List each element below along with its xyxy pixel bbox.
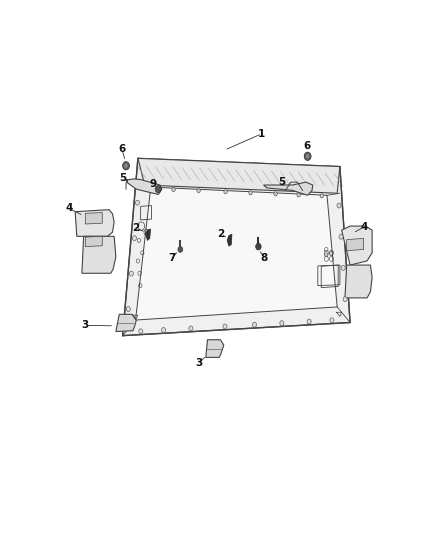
Polygon shape xyxy=(126,179,162,195)
Text: 9: 9 xyxy=(150,179,157,189)
Text: 7: 7 xyxy=(168,253,176,263)
Circle shape xyxy=(224,190,227,194)
Circle shape xyxy=(129,271,134,276)
Polygon shape xyxy=(346,238,364,251)
Circle shape xyxy=(280,321,284,326)
Text: 3: 3 xyxy=(81,320,88,330)
Circle shape xyxy=(135,200,140,205)
Text: 3: 3 xyxy=(195,358,203,368)
Circle shape xyxy=(337,203,341,208)
Circle shape xyxy=(343,297,347,302)
Circle shape xyxy=(172,188,175,191)
Polygon shape xyxy=(342,226,372,265)
Polygon shape xyxy=(345,265,372,298)
Text: 5: 5 xyxy=(279,177,286,187)
Polygon shape xyxy=(116,314,136,332)
Circle shape xyxy=(155,185,161,193)
Circle shape xyxy=(256,243,261,250)
Text: 6: 6 xyxy=(118,144,126,155)
Text: 5: 5 xyxy=(119,173,126,183)
Circle shape xyxy=(123,161,130,170)
Circle shape xyxy=(306,154,310,159)
Text: 4: 4 xyxy=(66,204,73,213)
Text: 2: 2 xyxy=(217,229,225,239)
Text: 2: 2 xyxy=(133,223,140,233)
Text: 6: 6 xyxy=(303,141,310,151)
Circle shape xyxy=(189,326,193,331)
Polygon shape xyxy=(75,209,114,236)
Circle shape xyxy=(126,306,131,311)
Circle shape xyxy=(307,319,311,324)
Circle shape xyxy=(330,318,334,323)
Polygon shape xyxy=(227,235,232,246)
Circle shape xyxy=(274,192,277,196)
Circle shape xyxy=(162,328,166,333)
Circle shape xyxy=(249,191,252,195)
Circle shape xyxy=(339,235,343,239)
Circle shape xyxy=(341,265,345,270)
Circle shape xyxy=(304,152,311,160)
Circle shape xyxy=(320,194,324,198)
Polygon shape xyxy=(85,236,102,247)
Circle shape xyxy=(132,236,137,240)
Polygon shape xyxy=(82,236,116,273)
Text: 4: 4 xyxy=(360,222,368,232)
Circle shape xyxy=(223,324,227,329)
Text: 1: 1 xyxy=(258,129,265,139)
Polygon shape xyxy=(85,213,102,224)
Polygon shape xyxy=(135,187,337,320)
Circle shape xyxy=(197,189,200,192)
Polygon shape xyxy=(264,182,313,195)
Text: 8: 8 xyxy=(261,253,268,263)
Circle shape xyxy=(139,329,143,334)
Circle shape xyxy=(152,187,156,191)
Polygon shape xyxy=(123,158,350,336)
Circle shape xyxy=(178,247,183,252)
Polygon shape xyxy=(138,158,340,193)
Polygon shape xyxy=(206,340,224,358)
Circle shape xyxy=(253,322,257,327)
Polygon shape xyxy=(146,229,151,240)
Circle shape xyxy=(297,193,300,197)
Circle shape xyxy=(124,163,128,168)
